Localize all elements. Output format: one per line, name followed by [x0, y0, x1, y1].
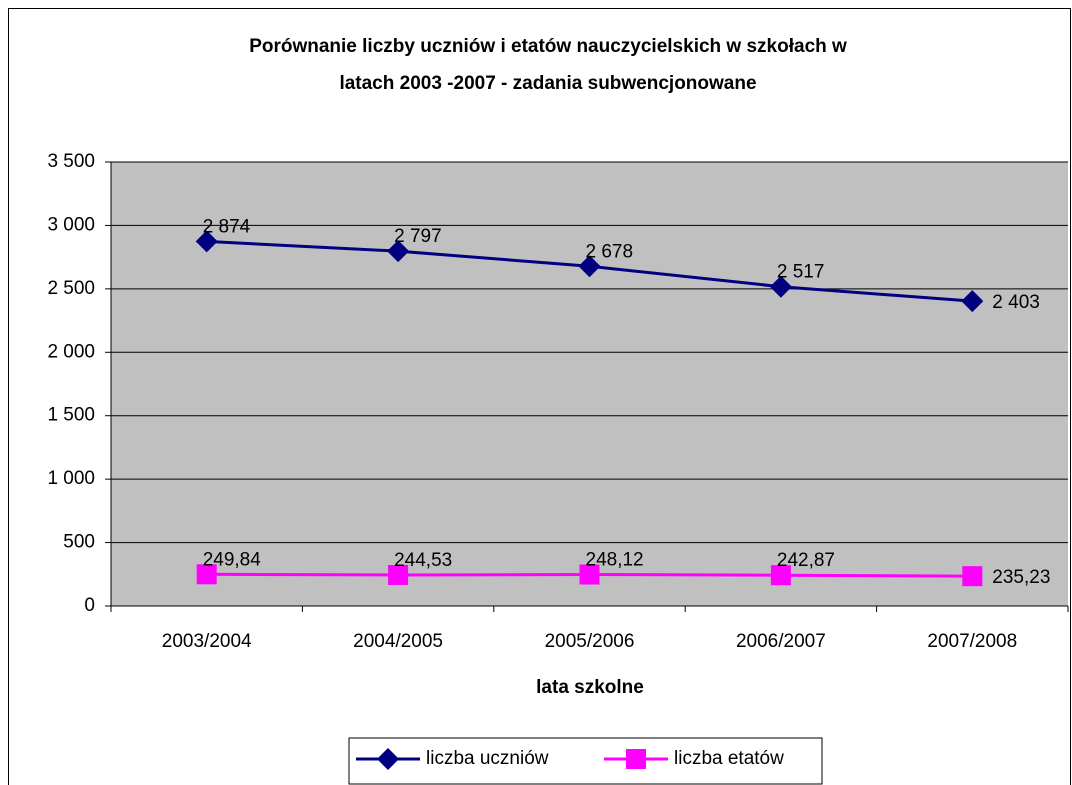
data-label: 2 403: [992, 292, 1040, 313]
data-label: 248,12: [586, 550, 644, 571]
x-tick-label: 2006/2007: [736, 631, 826, 652]
data-point: [387, 240, 410, 263]
data-label: 249,84: [203, 549, 262, 570]
y-tick-label: 1 000: [47, 468, 95, 489]
y-tick-label: 1 500: [47, 405, 95, 426]
data-label: 2 797: [394, 226, 442, 247]
data-label: 2 517: [777, 262, 825, 283]
x-tick-label: 2003/2004: [162, 631, 252, 652]
y-tick-label: 0: [84, 595, 95, 616]
data-point: [578, 255, 601, 278]
y-tick-label: 2 000: [47, 341, 95, 362]
legend-marker: [377, 748, 399, 770]
y-tick-label: 3 500: [47, 151, 95, 172]
plot-area: [111, 162, 1068, 606]
data-point: [388, 564, 409, 585]
y-tick-label: 3 000: [47, 214, 95, 235]
data-label: 2 874: [203, 216, 251, 237]
legend-label: liczba uczniów: [426, 748, 549, 769]
data-point: [962, 566, 983, 587]
data-point: [196, 564, 217, 585]
y-tick-label: 500: [63, 532, 95, 553]
data-label: 2 678: [586, 241, 634, 262]
data-point: [961, 290, 984, 313]
data-point: [770, 565, 791, 586]
legend-marker: [626, 749, 646, 769]
legend-box: [348, 737, 823, 785]
data-label: 244,53: [394, 550, 452, 571]
chart-title: latach 2003 -2007 - zadania subwencjonow…: [339, 73, 756, 94]
x-tick-label: 2007/2008: [927, 631, 1017, 652]
x-axis-title: lata szkolne: [536, 677, 644, 698]
data-point: [579, 564, 600, 585]
x-tick-label: 2004/2005: [353, 631, 443, 652]
data-label: 235,23: [992, 567, 1050, 588]
data-label: 242,87: [777, 550, 835, 571]
y-tick-label: 2 500: [47, 278, 95, 299]
data-point: [769, 275, 792, 298]
data-point: [195, 230, 218, 253]
legend-label: liczba etatów: [674, 748, 784, 769]
x-tick-label: 2005/2006: [545, 631, 635, 652]
chart-title: Porównanie liczby uczniów i etatów naucz…: [249, 36, 847, 57]
